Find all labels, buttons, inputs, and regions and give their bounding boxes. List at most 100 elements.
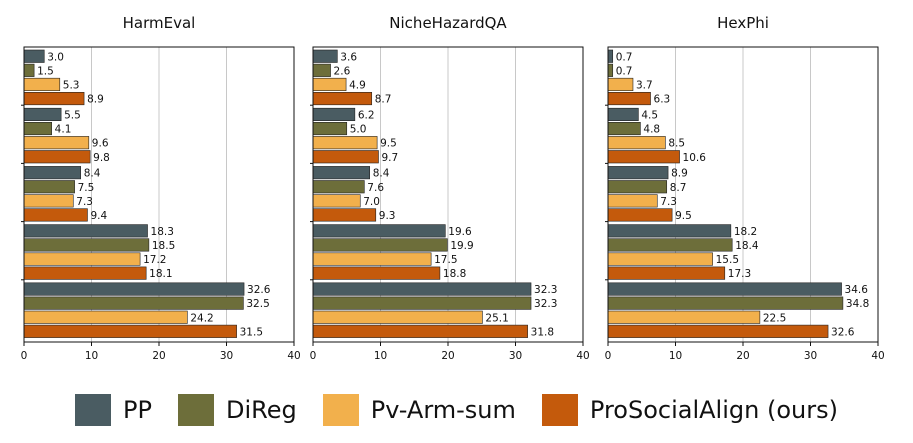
bar-nichehazardqa-g4-pv-arm-sum	[312, 252, 432, 266]
data-label-hexphi-g5-prosocialalign-ours: 32.6	[831, 326, 855, 338]
legend-label-pv-arm-sum: Pv-Arm-sum	[370, 396, 516, 424]
data-label-nichehazardqa-g4-prosocialalign-ours: 18.8	[443, 268, 466, 280]
bar-nichehazardqa-g5-pp	[312, 282, 532, 296]
bar-hexphi-g4-direg	[607, 238, 733, 252]
data-label-nichehazardqa-g4-direg: 19.9	[450, 240, 473, 252]
bar-harmeval-g3-direg	[23, 180, 75, 194]
xtick-label-nichehazardqa-30: 30	[509, 350, 522, 362]
data-label-nichehazardqa-g2-pp: 6.2	[358, 109, 375, 121]
bar-hexphi-g5-prosocialalign-ours	[607, 324, 829, 338]
bar-nichehazardqa-g5-direg	[312, 296, 532, 310]
bar-hexphi-g5-pv-arm-sum	[607, 310, 761, 324]
bar-hexphi-g4-prosocialalign-ours	[607, 266, 726, 280]
data-label-hexphi-g5-pv-arm-sum: 22.5	[763, 312, 786, 324]
bar-hexphi-g5-direg	[607, 296, 844, 310]
bar-hexphi-g3-direg	[607, 180, 668, 194]
xtick-label-nichehazardqa-0: 0	[310, 350, 317, 362]
data-label-hexphi-g1-pp: 0.7	[616, 51, 633, 63]
bar-hexphi-g1-pp	[607, 49, 614, 63]
bar-nichehazardqa-g1-pp	[312, 49, 338, 63]
data-label-hexphi-g2-direg: 4.8	[643, 124, 660, 136]
xtick-label-harmeval-20: 20	[152, 350, 165, 362]
bar-harmeval-g5-prosocialalign-ours	[23, 324, 237, 338]
data-label-nichehazardqa-g1-direg: 2.6	[334, 65, 351, 77]
data-label-hexphi-g3-prosocialalign-ours: 9.5	[675, 210, 692, 222]
data-label-harmeval-g1-pp: 3.0	[47, 51, 64, 63]
data-label-harmeval-g4-pv-arm-sum: 17.2	[143, 254, 166, 266]
data-label-harmeval-g2-direg: 4.1	[55, 124, 72, 136]
bar-harmeval-g1-prosocialalign-ours	[23, 92, 85, 106]
xtick-label-harmeval-0: 0	[21, 350, 28, 362]
legend-label-prosocialalign: ProSocialAlign (ours)	[589, 396, 838, 424]
data-label-nichehazardqa-g5-prosocialalign-ours: 31.8	[531, 326, 554, 338]
data-label-hexphi-g2-pp: 4.5	[641, 109, 658, 121]
legend-item-direg: DiReg	[177, 394, 297, 426]
data-label-harmeval-g3-pv-arm-sum: 7.3	[76, 196, 93, 208]
data-label-nichehazardqa-g5-pv-arm-sum: 25.1	[485, 312, 508, 324]
data-label-harmeval-g2-pp: 5.5	[64, 109, 81, 121]
data-label-nichehazardqa-g5-pp: 32.3	[534, 284, 557, 296]
legend-swatch-pp	[75, 394, 112, 426]
bar-nichehazardqa-g3-direg	[312, 180, 365, 194]
legend: PP DiReg Pv-Arm-sum ProSocialAlign (ours…	[0, 388, 913, 432]
bar-hexphi-g1-direg	[607, 63, 614, 77]
bar-nichehazardqa-g4-pp	[312, 224, 446, 238]
bar-nichehazardqa-g3-pp	[312, 166, 371, 180]
bar-harmeval-g1-pv-arm-sum	[23, 77, 61, 91]
data-label-nichehazardqa-g2-prosocialalign-ours: 9.7	[381, 152, 398, 164]
legend-item-pv-arm-sum: Pv-Arm-sum	[322, 394, 516, 426]
bar-harmeval-g5-pp	[23, 282, 245, 296]
data-label-nichehazardqa-g1-prosocialalign-ours: 8.7	[375, 94, 392, 106]
bar-harmeval-g2-prosocialalign-ours	[23, 150, 91, 164]
bar-nichehazardqa-g2-pp	[312, 107, 356, 121]
bar-nichehazardqa-g5-pv-arm-sum	[312, 310, 483, 324]
bar-nichehazardqa-g2-direg	[312, 122, 348, 136]
bar-harmeval-g4-pv-arm-sum	[23, 252, 141, 266]
bar-hexphi-g1-prosocialalign-ours	[607, 92, 651, 106]
bar-harmeval-g5-direg	[23, 296, 244, 310]
bar-harmeval-g3-pv-arm-sum	[23, 194, 74, 208]
bar-harmeval-g2-pp	[23, 107, 62, 121]
bar-nichehazardqa-g2-pv-arm-sum	[312, 136, 378, 150]
data-label-hexphi-g4-pv-arm-sum: 15.5	[716, 254, 739, 266]
legend-item-pp: PP	[75, 394, 152, 426]
data-label-harmeval-g2-prosocialalign-ours: 9.8	[93, 152, 110, 164]
xtick-label-nichehazardqa-20: 20	[441, 350, 454, 362]
data-label-harmeval-g4-prosocialalign-ours: 18.1	[149, 268, 172, 280]
bar-harmeval-g4-prosocialalign-ours	[23, 266, 147, 280]
bar-hexphi-g2-pp	[607, 107, 639, 121]
xtick-label-hexphi-40: 40	[871, 350, 884, 362]
data-label-harmeval-g3-prosocialalign-ours: 9.4	[90, 210, 107, 222]
bar-hexphi-g3-prosocialalign-ours	[607, 208, 673, 222]
bar-hexphi-g2-prosocialalign-ours	[607, 150, 680, 164]
bar-harmeval-g2-direg	[23, 122, 52, 136]
bar-nichehazardqa-g5-prosocialalign-ours	[312, 324, 528, 338]
xtick-label-hexphi-0: 0	[605, 350, 612, 362]
bar-nichehazardqa-g1-pv-arm-sum	[312, 77, 347, 91]
bar-harmeval-g2-pv-arm-sum	[23, 136, 90, 150]
bar-nichehazardqa-g2-prosocialalign-ours	[312, 150, 379, 164]
data-label-hexphi-g1-prosocialalign-ours: 6.3	[654, 94, 671, 106]
bar-nichehazardqa-g3-pv-arm-sum	[312, 194, 361, 208]
data-label-hexphi-g4-prosocialalign-ours: 17.3	[728, 268, 751, 280]
data-label-hexphi-g2-pv-arm-sum: 8.5	[668, 138, 685, 150]
data-label-hexphi-g3-pp: 8.9	[671, 168, 688, 180]
bar-hexphi-g4-pv-arm-sum	[607, 252, 713, 266]
data-label-hexphi-g2-prosocialalign-ours: 10.6	[683, 152, 707, 164]
data-label-harmeval-g1-pv-arm-sum: 5.3	[63, 79, 80, 91]
xtick-label-hexphi-30: 30	[804, 350, 817, 362]
bar-harmeval-g4-pp	[23, 224, 148, 238]
data-label-harmeval-g2-pv-arm-sum: 9.6	[92, 138, 109, 150]
bar-harmeval-g1-pp	[23, 49, 45, 63]
data-label-hexphi-g4-direg: 18.4	[735, 240, 759, 252]
bar-harmeval-g5-pv-arm-sum	[23, 310, 188, 324]
data-label-nichehazardqa-g3-pv-arm-sum: 7.0	[363, 196, 380, 208]
bar-harmeval-g1-direg	[23, 63, 35, 77]
bar-harmeval-g3-prosocialalign-ours	[23, 208, 88, 222]
bar-hexphi-g1-pv-arm-sum	[607, 77, 634, 91]
data-label-nichehazardqa-g3-direg: 7.6	[367, 182, 384, 194]
data-label-nichehazardqa-g4-pv-arm-sum: 17.5	[434, 254, 457, 266]
data-label-hexphi-g1-direg: 0.7	[616, 65, 633, 77]
data-label-harmeval-g5-pp: 32.6	[247, 284, 271, 296]
